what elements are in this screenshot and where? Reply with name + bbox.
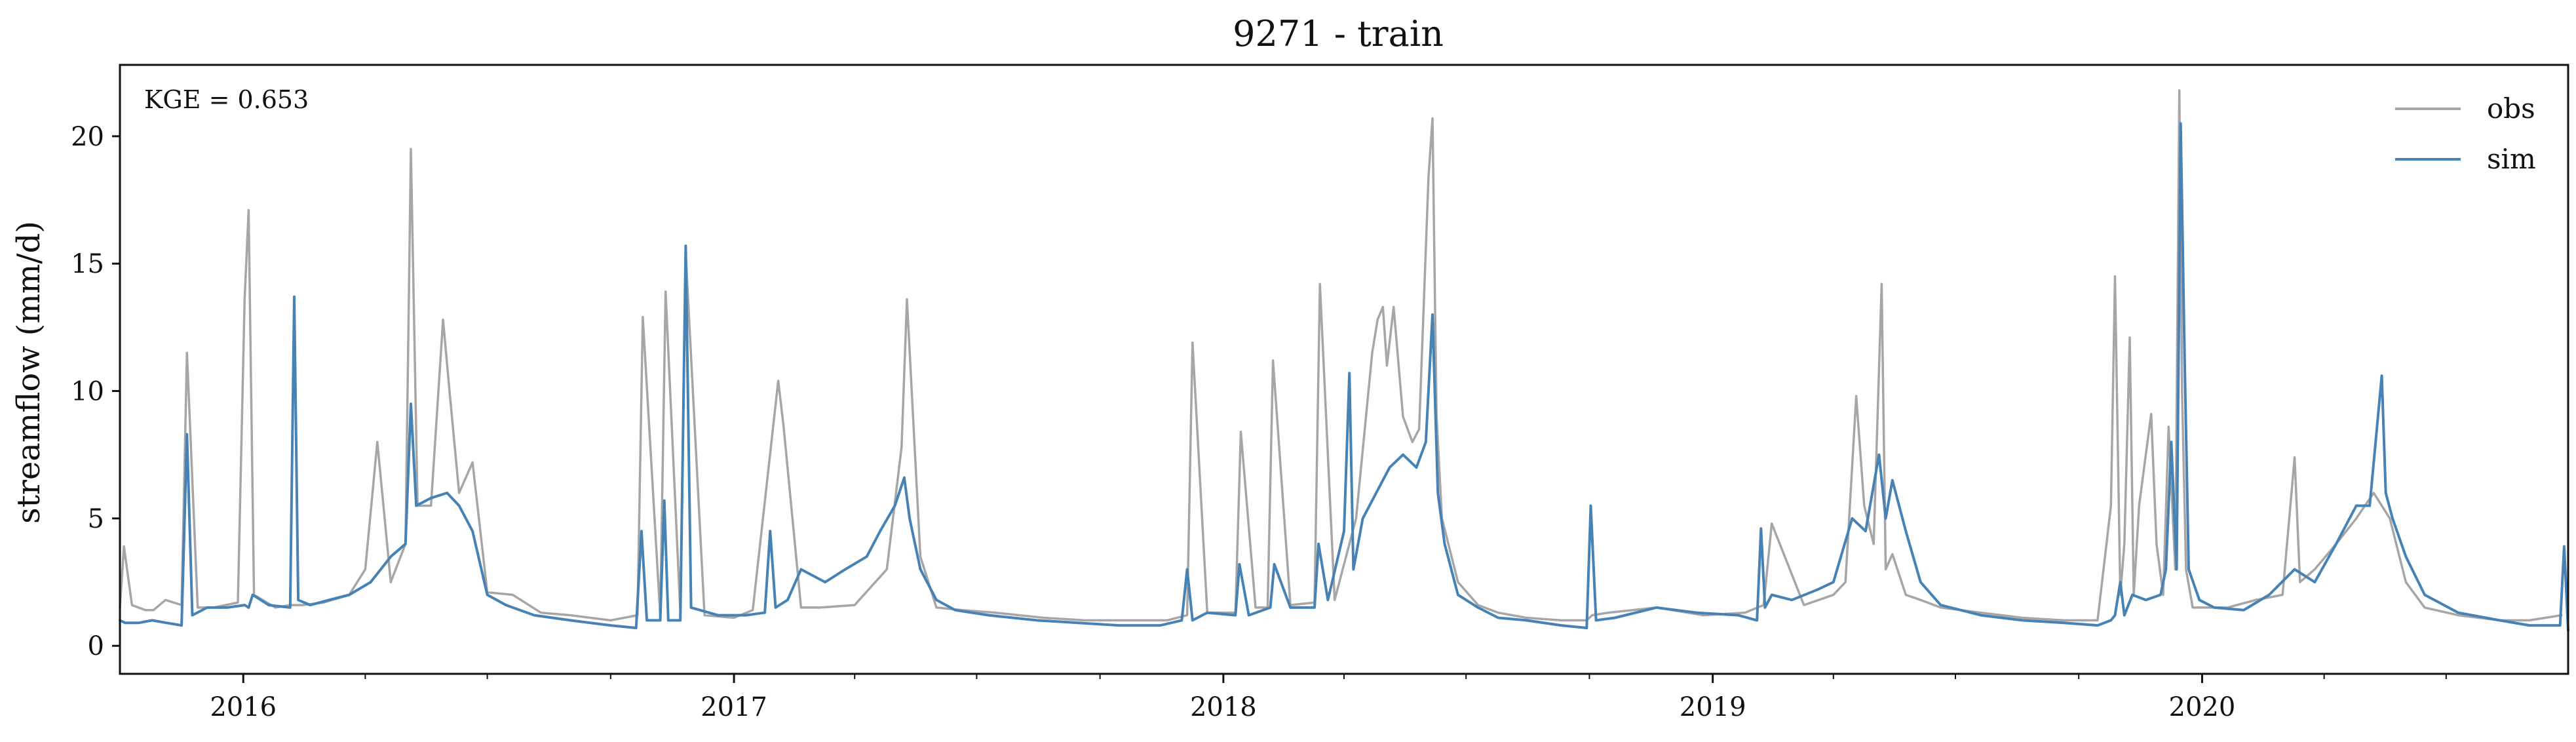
- legend-obs-label: obs: [2487, 92, 2535, 125]
- x-tick-label: 2020: [2169, 692, 2236, 722]
- y-tick-label: 20: [71, 122, 104, 152]
- y-tick-label: 10: [71, 377, 104, 407]
- y-tick-label: 0: [88, 631, 104, 661]
- x-tick-label: 2017: [701, 692, 767, 722]
- legend: obs sim: [2395, 92, 2536, 175]
- series-line-obs: [119, 89, 2563, 622]
- plot-frame: [119, 64, 2569, 675]
- x-tick-label: 2019: [1680, 692, 1746, 722]
- series-line-sim: [119, 122, 2569, 632]
- chart-title: 9271 - train: [1233, 13, 1444, 54]
- legend-sim-label: sim: [2487, 143, 2536, 175]
- y-tick-label: 15: [71, 249, 104, 279]
- y-axis-label: streamflow (mm/d): [10, 221, 47, 524]
- y-tick-label: 5: [88, 504, 104, 534]
- series-group: [119, 89, 2569, 632]
- x-tick-label: 2016: [210, 692, 277, 722]
- x-tick-label: 2018: [1190, 692, 1257, 722]
- ticks-group: 0 5 10 15 20 2016 2017 2018 2019 2020: [71, 122, 2447, 722]
- kge-annotation: KGE = 0.653: [144, 85, 309, 114]
